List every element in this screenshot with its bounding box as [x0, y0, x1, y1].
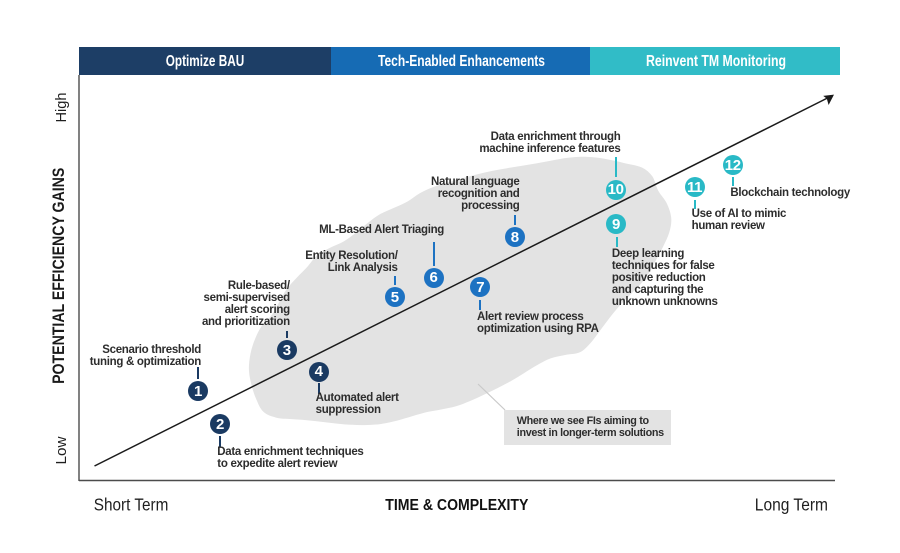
svg-text:High: High — [53, 93, 70, 123]
svg-text:TIME & COMPLEXITY: TIME & COMPLEXITY — [385, 497, 528, 514]
svg-text:POTENTIAL EFFICIENCY GAINS: POTENTIAL EFFICIENCY GAINS — [50, 168, 68, 384]
svg-text:Optimize BAU: Optimize BAU — [166, 53, 245, 70]
svg-text:Long Term: Long Term — [755, 495, 828, 515]
svg-text:Low: Low — [53, 436, 70, 464]
svg-text:Short Term: Short Term — [94, 495, 169, 515]
svg-text:Reinvent TM Monitoring: Reinvent TM Monitoring — [646, 53, 786, 70]
svg-text:Tech-Enabled Enhancements: Tech-Enabled Enhancements — [378, 53, 545, 70]
